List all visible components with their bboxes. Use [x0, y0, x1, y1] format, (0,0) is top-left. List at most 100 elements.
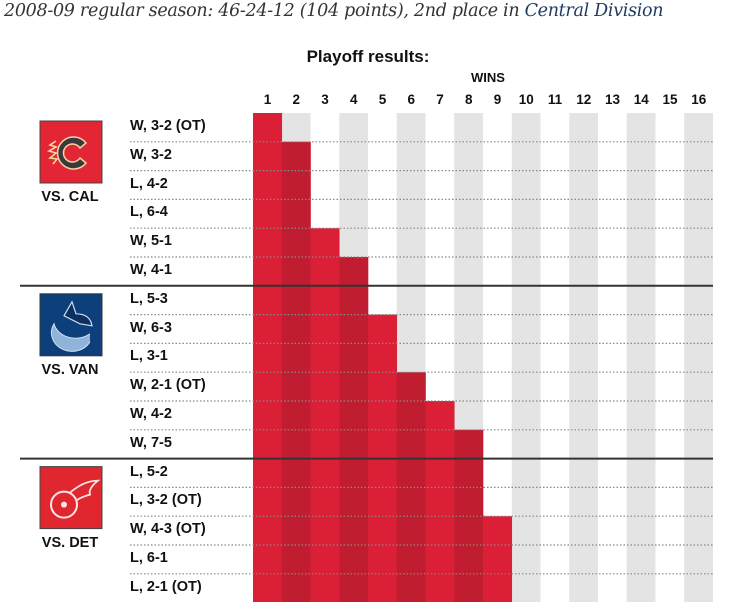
win-bar-cell — [310, 429, 340, 459]
game-result-label: W, 3-2 — [130, 146, 172, 163]
win-bar-cell — [368, 372, 398, 402]
column-stripe — [569, 113, 598, 602]
game-result-label: W, 4-1 — [130, 262, 172, 278]
win-bar-cell — [253, 285, 283, 315]
win-bar-cell — [310, 401, 340, 431]
win-bar-cell — [396, 401, 426, 431]
win-bar-cell — [253, 516, 283, 546]
win-bar-cell — [454, 545, 484, 575]
win-bar-cell — [253, 314, 283, 344]
win-bar-cell — [454, 487, 484, 517]
game-result-label: W, 7-5 — [130, 434, 172, 451]
win-bar-cell — [483, 573, 513, 602]
x-tick-label: 15 — [662, 92, 678, 107]
win-bar-cell — [339, 257, 369, 287]
win-bar-cell — [368, 314, 398, 344]
game-result-label: W, 5-1 — [130, 233, 172, 250]
win-bar-cell — [339, 458, 369, 488]
win-bar-cell — [425, 401, 455, 431]
win-bar-cell — [281, 487, 311, 517]
win-bar-cell — [396, 516, 426, 546]
orca-c-icon — [50, 322, 91, 352]
win-bar-cell — [310, 314, 340, 344]
win-bar-cell — [425, 458, 455, 488]
x-tick-label: 11 — [547, 92, 563, 107]
win-bar-cell — [281, 228, 311, 258]
win-bar-cell — [281, 141, 311, 171]
x-tick-label: 16 — [691, 92, 707, 107]
division-link[interactable]: Central Division — [524, 1, 664, 21]
wing-icon — [69, 479, 101, 502]
x-tick-label: 2 — [292, 92, 300, 107]
opponent-label: VS. DET — [41, 534, 99, 551]
win-bar-cell — [281, 343, 311, 373]
win-bar-cell — [396, 573, 426, 602]
game-result-label: W, 3-2 (OT) — [130, 118, 206, 134]
x-tick-label: 6 — [407, 92, 415, 107]
win-bar-cell — [310, 458, 340, 488]
game-result-label: L, 3-1 — [130, 348, 168, 365]
game-result-label: L, 3-2 (OT) — [130, 492, 202, 509]
win-bar-cell — [339, 516, 369, 546]
win-bar-cell — [339, 429, 369, 459]
detroit-logo-bg — [39, 466, 103, 530]
win-bar-cell — [310, 285, 340, 315]
win-bar-cell — [454, 573, 484, 602]
game-result-label: W, 4-3 (OT) — [130, 521, 206, 538]
win-bar-cell — [339, 573, 369, 602]
win-bar-cell — [368, 429, 398, 459]
win-bar-cell — [281, 285, 311, 315]
x-tick-label: 13 — [604, 92, 621, 107]
x-tick-label: 5 — [378, 92, 387, 107]
win-bar-cell — [253, 487, 283, 517]
win-bar-cell — [339, 372, 369, 402]
win-bar-cell — [396, 429, 426, 459]
game-result-label: L, 4-2 — [130, 175, 168, 192]
win-bar-cell — [425, 429, 455, 459]
win-bar-cell — [339, 545, 369, 575]
x-tick-label: 1 — [263, 92, 272, 107]
calgary-c-icon — [56, 136, 88, 170]
win-bar-cell — [281, 372, 311, 402]
win-bar-cell — [253, 228, 283, 258]
win-bar-cell — [396, 372, 426, 402]
opponent-label: VS. VAN — [41, 361, 99, 378]
opponent-label: VS. CAL — [41, 189, 99, 205]
win-bar-cell — [281, 314, 311, 344]
x-tick-label: 14 — [633, 92, 649, 107]
win-bar-cell — [368, 343, 398, 373]
win-bar-cell — [281, 429, 311, 459]
x-tick-label: 10 — [518, 92, 534, 107]
column-stripe — [626, 113, 656, 602]
x-tick-label: 12 — [576, 92, 592, 107]
win-bar-cell — [454, 429, 484, 459]
win-bar-cell — [483, 545, 513, 575]
win-bar-cell — [281, 401, 311, 431]
win-bar-cell — [339, 487, 369, 517]
column-stripe — [684, 113, 713, 602]
calgary-logo-bg — [39, 120, 103, 184]
win-bar-cell — [310, 343, 340, 373]
win-bar-cell — [368, 545, 398, 575]
win-bar-cell — [281, 545, 311, 575]
win-bar-cell — [339, 314, 369, 344]
win-bar-cell — [368, 487, 398, 517]
win-bar-cell — [483, 516, 513, 546]
win-bar-cell — [253, 545, 283, 575]
win-bar-cell — [310, 228, 340, 258]
win-bar-cell — [310, 545, 340, 575]
orca-icon — [63, 300, 93, 327]
game-result-label: L, 6-4 — [130, 204, 168, 221]
win-bar-cell — [281, 573, 311, 602]
x-axis-label: WINS — [471, 70, 505, 85]
win-bar-cell — [253, 257, 283, 287]
win-bar-cell — [253, 429, 283, 459]
wheel-hub-icon — [61, 501, 67, 508]
win-bar-cell — [253, 573, 283, 602]
win-bar-cell — [281, 170, 311, 200]
win-bar-cell — [425, 487, 455, 517]
win-bar-cell — [310, 257, 340, 287]
win-bar-cell — [281, 458, 311, 488]
game-result-label: W, 4-2 — [130, 406, 172, 422]
